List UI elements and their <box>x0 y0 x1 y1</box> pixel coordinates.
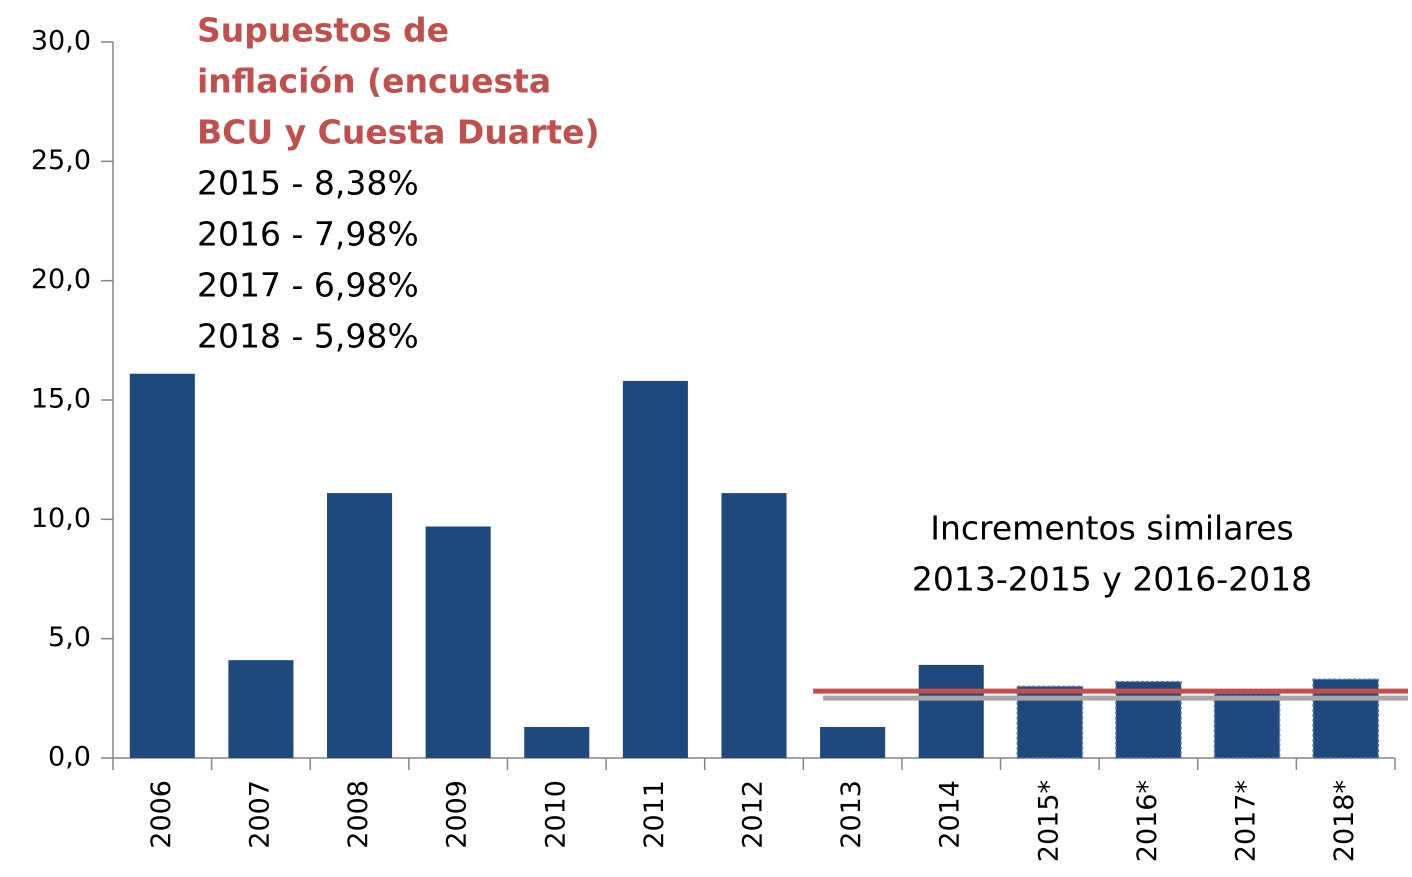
y-tick-label: 15,0 <box>31 384 91 415</box>
bar <box>524 726 590 758</box>
x-tick-label: 2008 <box>343 780 374 849</box>
bar <box>129 373 195 758</box>
y-tick-label: 10,0 <box>31 503 91 534</box>
annotation-title: inflación (encuesta <box>197 62 551 101</box>
bar <box>425 526 491 758</box>
x-tick-label: 2018* <box>1329 780 1360 862</box>
x-tick-label: 2011 <box>639 780 670 849</box>
x-tick-label: 2013 <box>836 780 867 849</box>
annotation-line: 2018 - 5,98% <box>197 317 419 356</box>
x-tick-label: 2006 <box>146 780 177 849</box>
bar <box>228 660 294 758</box>
y-tick-label: 5,0 <box>48 622 91 653</box>
annotation-line: 2017 - 6,98% <box>197 266 419 305</box>
bar <box>721 493 787 758</box>
annotation-line: 2015 - 8,38% <box>197 164 419 203</box>
bar <box>1213 692 1281 759</box>
annotation-note: Incrementos similares <box>930 509 1294 548</box>
bar <box>820 726 886 758</box>
x-tick-label: 2010 <box>540 780 571 849</box>
annotation-line: 2016 - 7,98% <box>197 215 419 254</box>
annotation-title: BCU y Cuesta Duarte) <box>197 113 600 152</box>
annotation-title: Supuestos de <box>197 11 449 50</box>
x-tick-label: 2009 <box>442 780 473 849</box>
x-tick-label: 2015* <box>1033 780 1064 862</box>
x-tick-label: 2007 <box>244 780 275 849</box>
y-tick-label: 30,0 <box>31 26 91 57</box>
x-tick-label: 2017* <box>1231 780 1262 862</box>
bar <box>918 664 984 758</box>
bar <box>1115 680 1182 759</box>
y-tick-label: 0,0 <box>48 742 91 773</box>
annotation-note: 2013-2015 y 2016-2018 <box>912 560 1312 599</box>
x-tick-label: 2012 <box>738 780 769 849</box>
bar <box>622 380 688 758</box>
x-tick-label: 2014 <box>935 780 966 849</box>
y-tick-label: 25,0 <box>31 145 91 176</box>
x-tick-label: 2016* <box>1132 780 1163 862</box>
y-tick-label: 20,0 <box>31 264 91 295</box>
bar <box>326 493 393 758</box>
